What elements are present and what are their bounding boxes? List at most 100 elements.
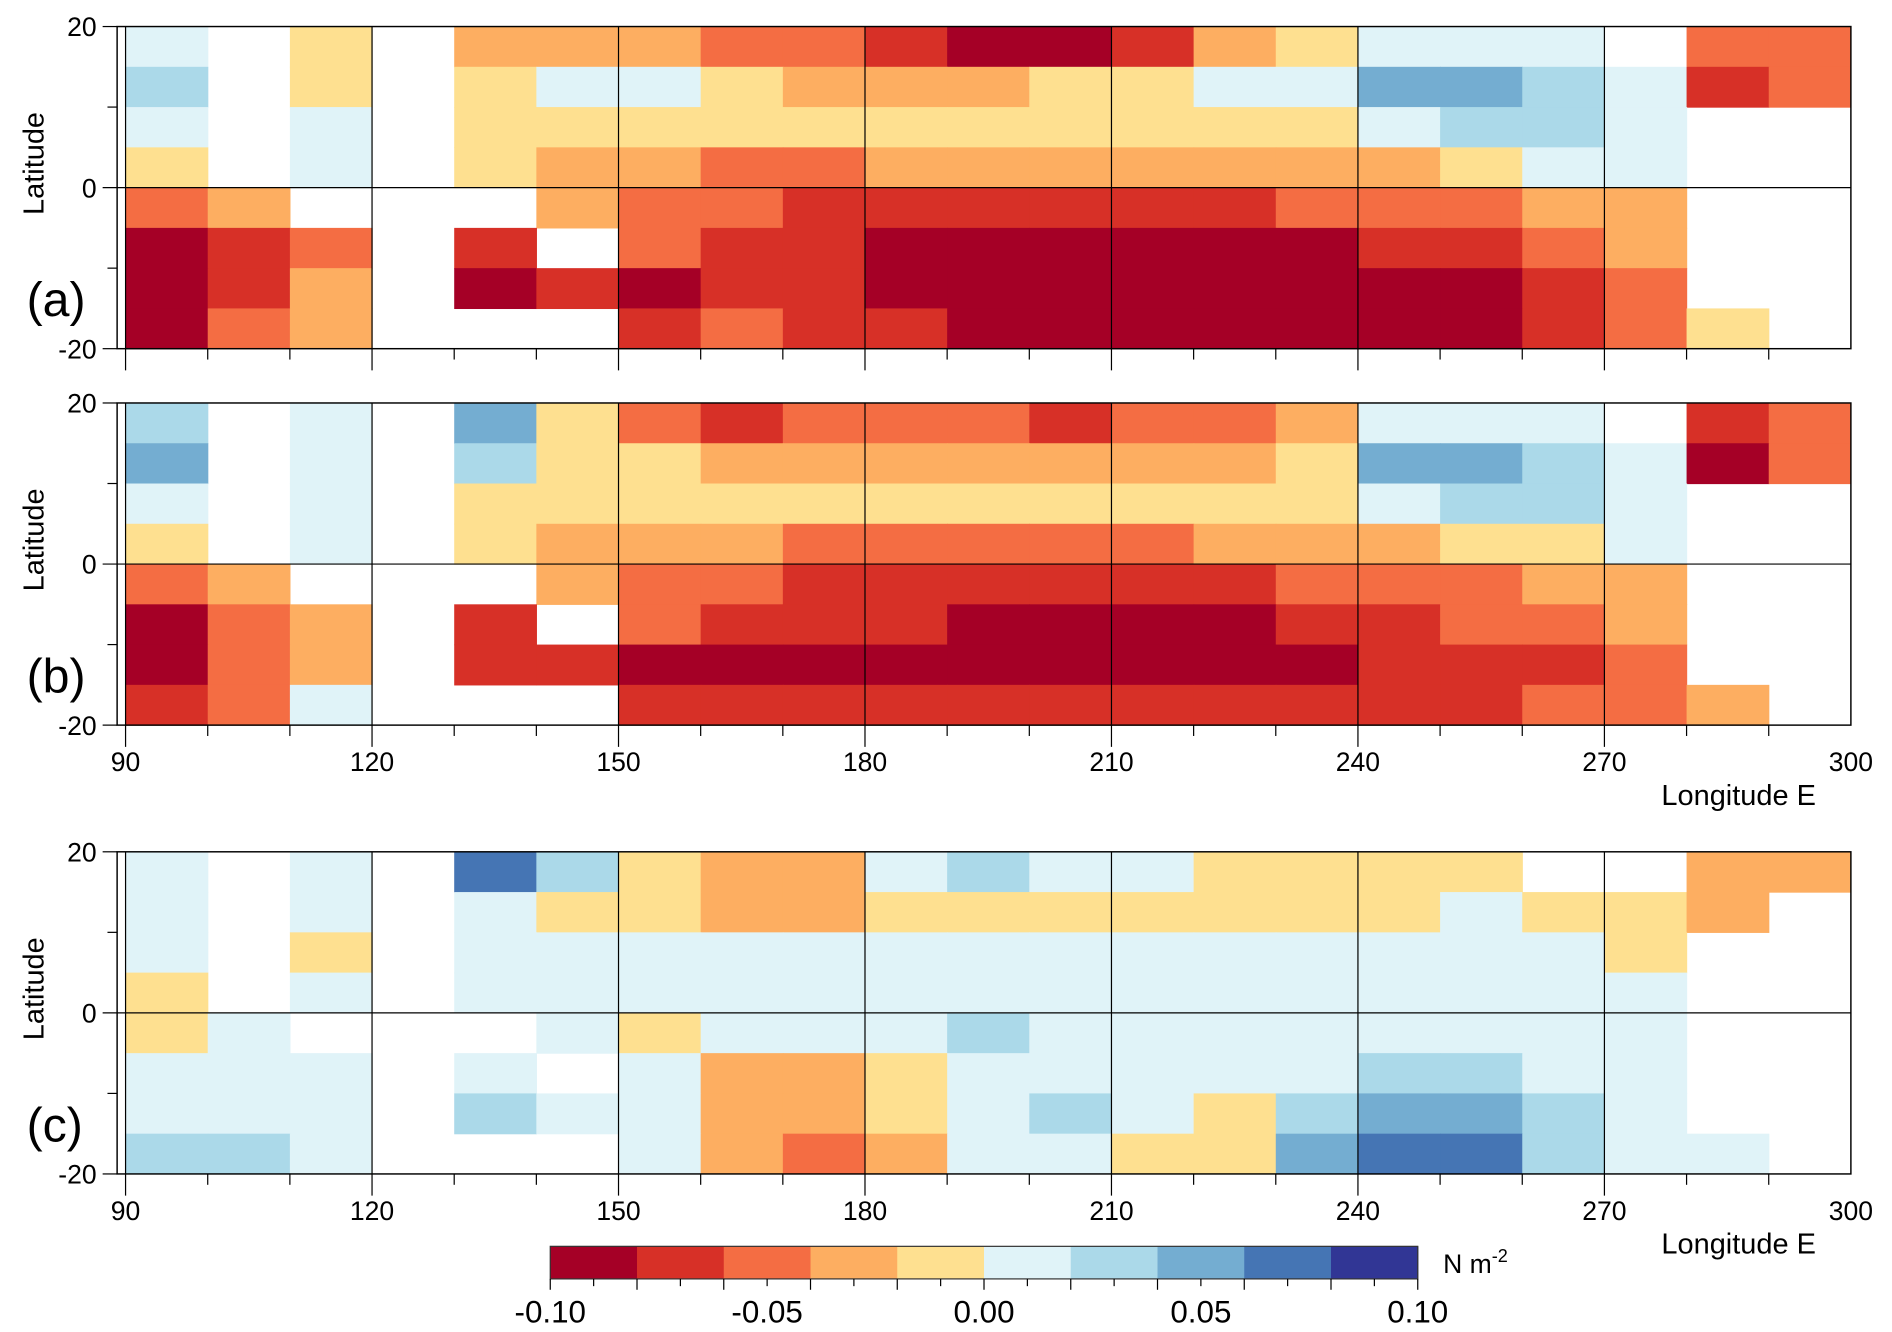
heatmap-cell bbox=[618, 684, 702, 726]
heatmap-cell bbox=[947, 932, 1030, 974]
heatmap-cell bbox=[1275, 851, 1359, 893]
heatmap-cell bbox=[1275, 187, 1359, 229]
heatmap-cell bbox=[1029, 1133, 1113, 1175]
heatmap-cell bbox=[1193, 66, 1277, 108]
heatmap-cell bbox=[125, 443, 209, 485]
heatmap-cell bbox=[700, 972, 784, 1014]
heatmap-cell bbox=[454, 268, 537, 310]
heatmap-cell bbox=[1193, 147, 1277, 189]
heatmap-cell bbox=[782, 66, 866, 108]
panel-label: (c) bbox=[27, 1098, 83, 1152]
colorbar-swatch bbox=[550, 1246, 638, 1279]
heatmap-cell bbox=[618, 564, 702, 605]
heatmap-cell bbox=[1029, 26, 1113, 68]
heatmap-cell bbox=[125, 892, 209, 933]
heatmap-cell bbox=[1029, 932, 1113, 974]
heatmap-cell bbox=[125, 1053, 209, 1095]
heatmap-cell bbox=[1357, 564, 1441, 605]
colorbar-swatch bbox=[1244, 1246, 1332, 1279]
heatmap-cell bbox=[782, 227, 866, 269]
heatmap-cell bbox=[700, 892, 784, 933]
heatmap-cell bbox=[1440, 1053, 1523, 1095]
heatmap-cell bbox=[782, 892, 866, 933]
heatmap-cell bbox=[1686, 892, 1770, 933]
heatmap-cell bbox=[1275, 564, 1359, 605]
heatmap-cell bbox=[1193, 483, 1277, 525]
heatmap-cell bbox=[864, 644, 948, 686]
heatmap-cell bbox=[1029, 644, 1113, 686]
heatmap-cell bbox=[1275, 1133, 1359, 1175]
heatmap-cell bbox=[782, 1133, 866, 1175]
heatmap-cell bbox=[618, 147, 702, 189]
x-tick-label: 270 bbox=[1582, 1196, 1626, 1226]
y-tick-label: -20 bbox=[58, 711, 96, 741]
heatmap-cell bbox=[536, 147, 620, 189]
heatmap-cell bbox=[1604, 66, 1688, 108]
heatmap-cell bbox=[1357, 187, 1441, 229]
heatmap-cell bbox=[1275, 308, 1359, 350]
heatmap-cell bbox=[782, 402, 866, 444]
x-tick-label: 150 bbox=[596, 747, 640, 777]
heatmap-cell bbox=[864, 26, 948, 68]
heatmap-cell bbox=[1111, 932, 1195, 974]
heatmap-cell bbox=[1111, 644, 1195, 686]
heatmap-cell bbox=[1111, 1053, 1195, 1095]
heatmap-cell bbox=[125, 107, 209, 148]
heatmap-cell bbox=[1193, 564, 1277, 605]
heatmap-cell bbox=[864, 523, 948, 565]
heatmap-cell bbox=[1440, 644, 1523, 686]
heatmap-cell bbox=[536, 187, 620, 229]
heatmap-cell bbox=[700, 66, 784, 108]
heatmap-cell bbox=[125, 564, 209, 605]
heatmap-cell bbox=[1604, 107, 1688, 148]
heatmap-cell bbox=[536, 1012, 620, 1054]
heatmap-cell bbox=[947, 308, 1030, 350]
heatmap-cell bbox=[864, 66, 948, 108]
heatmap-cell bbox=[864, 483, 948, 525]
heatmap-cell bbox=[947, 26, 1030, 68]
heatmap-cell bbox=[618, 308, 702, 350]
heatmap-cell bbox=[1440, 972, 1523, 1014]
heatmap-cell bbox=[1686, 402, 1770, 444]
heatmap-cell bbox=[207, 644, 291, 686]
y-axis-label: Latitude bbox=[19, 937, 51, 1040]
heatmap-cell bbox=[1357, 892, 1441, 933]
heatmap-cell bbox=[618, 1012, 702, 1054]
heatmap-cell bbox=[700, 523, 784, 565]
heatmap-cell bbox=[1604, 684, 1688, 726]
heatmap-cell bbox=[536, 851, 620, 893]
heatmap-cell bbox=[454, 483, 537, 525]
colorbar-unit-exponent: -2 bbox=[1492, 1246, 1508, 1266]
heatmap-cell bbox=[1440, 523, 1523, 565]
heatmap-cell bbox=[1522, 147, 1606, 189]
heatmap-cell bbox=[1440, 402, 1523, 444]
heatmap-cell bbox=[618, 932, 702, 974]
heatmap-cell bbox=[1604, 1133, 1688, 1175]
heatmap-cell bbox=[1522, 684, 1606, 726]
heatmap-cell bbox=[700, 402, 784, 444]
heatmap-cell bbox=[947, 402, 1030, 444]
heatmap-cell bbox=[125, 932, 209, 974]
heatmap-cell bbox=[1522, 107, 1606, 148]
heatmap-cell bbox=[618, 483, 702, 525]
heatmap-cell bbox=[1440, 26, 1523, 68]
heatmap-cell bbox=[1522, 892, 1606, 933]
heatmap-cell bbox=[1029, 107, 1113, 148]
heatmap-cell bbox=[782, 564, 866, 605]
heatmap-cell bbox=[1193, 308, 1277, 350]
heatmap-cell bbox=[864, 972, 948, 1014]
heatmap-cell bbox=[1193, 851, 1277, 893]
heatmap-cell bbox=[125, 268, 209, 310]
heatmap-cell bbox=[1029, 564, 1113, 605]
heatmap-cell bbox=[1604, 972, 1688, 1014]
heatmap-cell bbox=[1522, 26, 1606, 68]
heatmap-cell bbox=[1604, 1053, 1688, 1095]
heatmap-cell bbox=[1275, 147, 1359, 189]
heatmap-cell bbox=[782, 644, 866, 686]
colorbar: -0.10 -0.05 0.00 0.05 0.10 N m-2 bbox=[515, 1245, 1508, 1329]
heatmap-cell bbox=[125, 523, 209, 565]
x-tick-label: 270 bbox=[1582, 747, 1626, 777]
heatmap-cell bbox=[454, 851, 537, 893]
heatmap-cell bbox=[782, 851, 866, 893]
